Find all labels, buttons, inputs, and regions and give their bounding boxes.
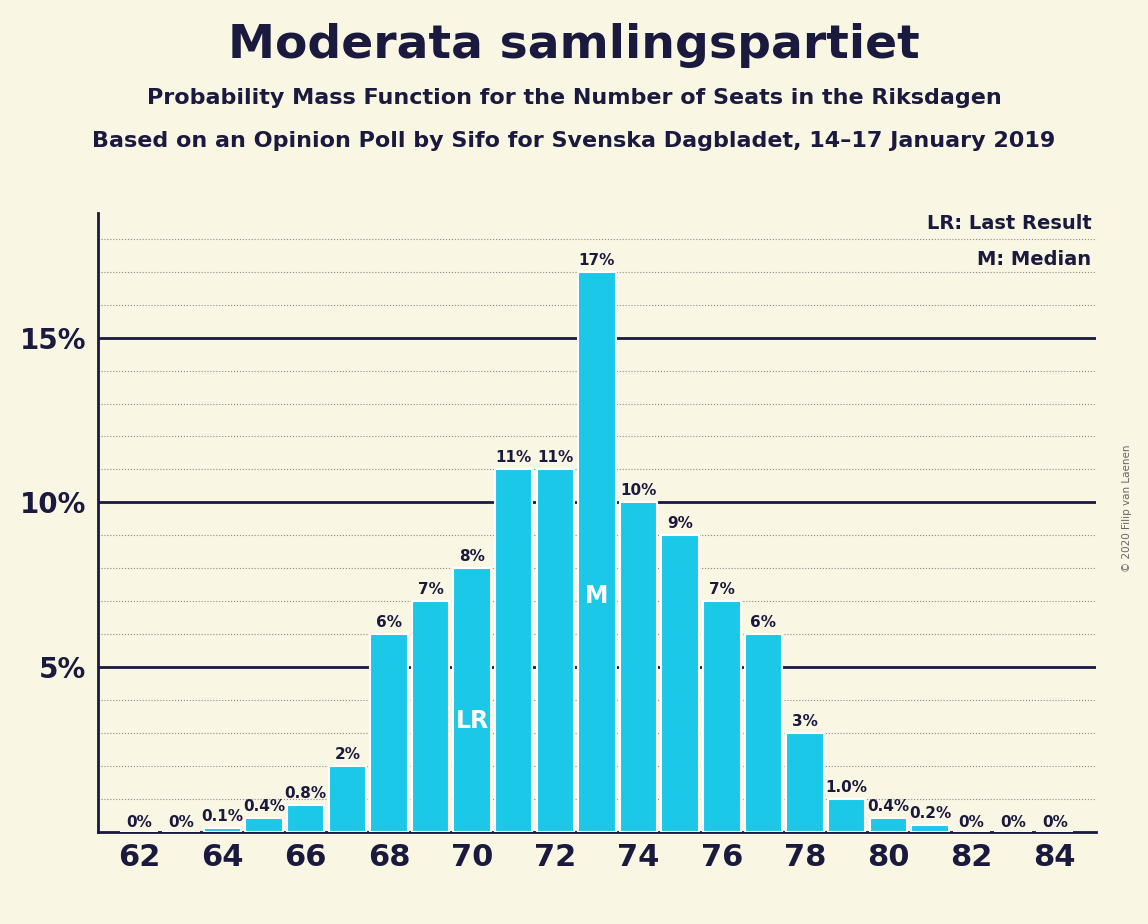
Bar: [661, 535, 699, 832]
Text: 10%: 10%: [620, 483, 657, 498]
Text: 1.0%: 1.0%: [825, 780, 868, 795]
Text: 6%: 6%: [751, 615, 776, 630]
Bar: [912, 825, 948, 832]
Bar: [453, 568, 491, 832]
Bar: [287, 805, 325, 832]
Text: 0%: 0%: [1000, 815, 1026, 830]
Text: 0%: 0%: [959, 815, 985, 830]
Text: Probability Mass Function for the Number of Seats in the Riksdagen: Probability Mass Function for the Number…: [147, 88, 1001, 108]
Text: 8%: 8%: [459, 549, 486, 565]
Bar: [620, 503, 658, 832]
Text: 6%: 6%: [375, 615, 402, 630]
Text: LR: Last Result: LR: Last Result: [926, 213, 1092, 233]
Text: 9%: 9%: [667, 517, 693, 531]
Text: M: Median: M: Median: [977, 249, 1092, 269]
Text: Moderata samlingspartiet: Moderata samlingspartiet: [228, 23, 920, 68]
Bar: [786, 733, 824, 832]
Text: 7%: 7%: [418, 582, 443, 597]
Text: M: M: [585, 585, 608, 609]
Bar: [869, 819, 907, 832]
Text: 7%: 7%: [708, 582, 735, 597]
Bar: [828, 798, 866, 832]
Bar: [579, 272, 615, 832]
Text: 11%: 11%: [496, 450, 532, 466]
Text: LR: LR: [456, 709, 489, 733]
Bar: [246, 819, 282, 832]
Bar: [203, 828, 241, 832]
Text: 0.8%: 0.8%: [285, 786, 327, 801]
Text: Based on an Opinion Poll by Sifo for Svenska Dagbladet, 14–17 January 2019: Based on an Opinion Poll by Sifo for Sve…: [92, 131, 1056, 152]
Text: 0%: 0%: [168, 815, 194, 830]
Text: 0%: 0%: [1041, 815, 1068, 830]
Text: 0.4%: 0.4%: [867, 799, 909, 814]
Text: 0%: 0%: [126, 815, 153, 830]
Bar: [370, 634, 408, 832]
Bar: [412, 602, 449, 832]
Text: 2%: 2%: [334, 747, 360, 761]
Text: 0.4%: 0.4%: [243, 799, 285, 814]
Text: 17%: 17%: [579, 253, 615, 268]
Text: 0.2%: 0.2%: [909, 806, 951, 821]
Bar: [328, 766, 366, 832]
Bar: [745, 634, 782, 832]
Text: 3%: 3%: [792, 714, 819, 729]
Bar: [703, 602, 740, 832]
Text: 0.1%: 0.1%: [201, 809, 243, 824]
Text: 11%: 11%: [537, 450, 574, 466]
Bar: [536, 469, 574, 832]
Bar: [495, 469, 533, 832]
Text: © 2020 Filip van Laenen: © 2020 Filip van Laenen: [1123, 444, 1132, 572]
